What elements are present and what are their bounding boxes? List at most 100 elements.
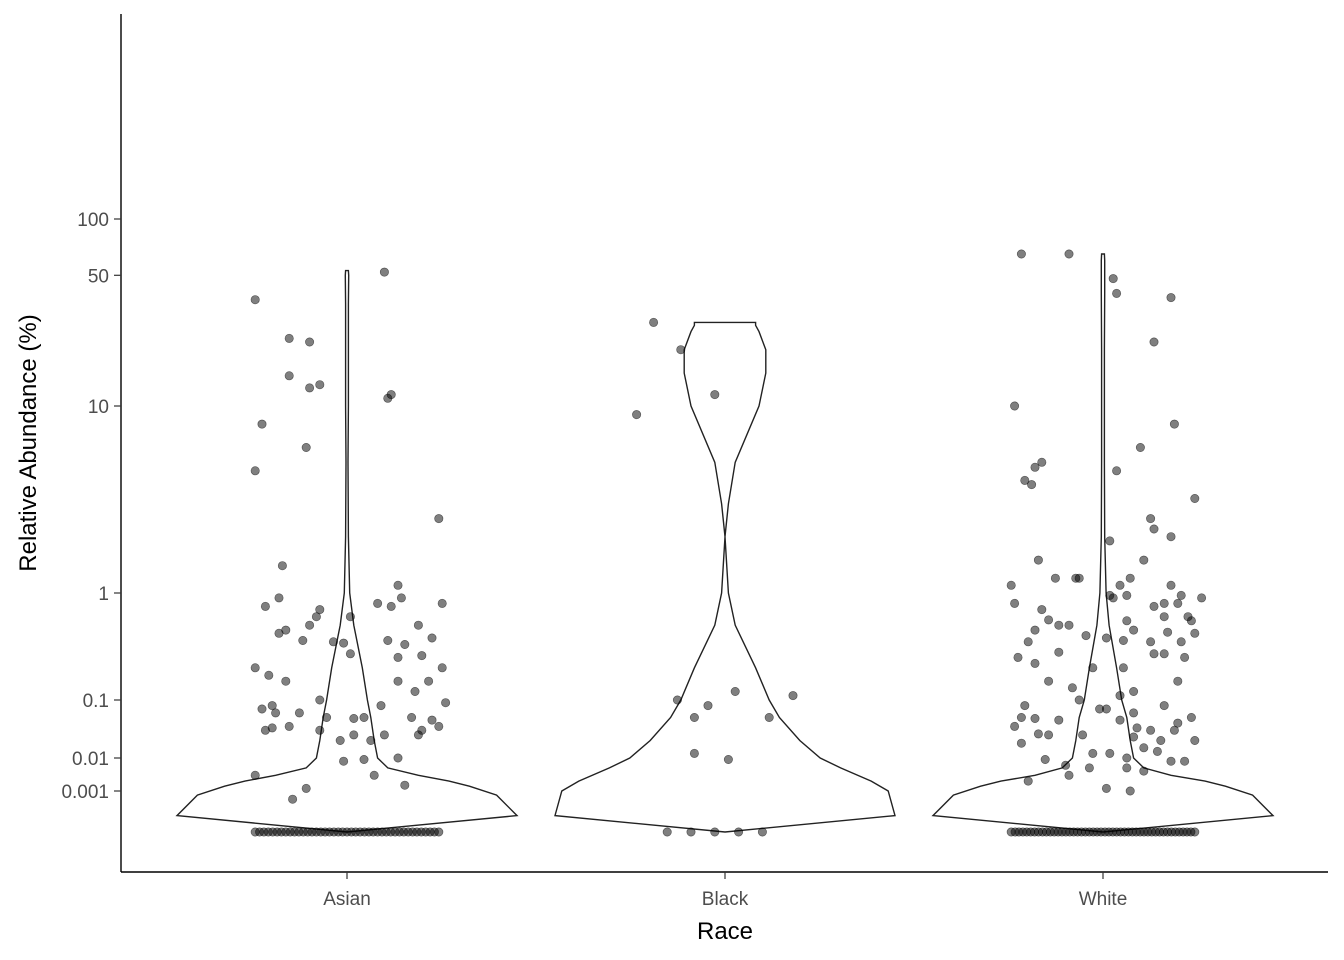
data-point <box>383 393 393 403</box>
data-point <box>1139 743 1149 753</box>
data-point <box>339 756 349 766</box>
data-point <box>250 466 260 476</box>
data-point <box>376 701 386 711</box>
data-point <box>349 713 359 723</box>
data-point <box>1159 598 1169 608</box>
data-point <box>1020 701 1030 711</box>
data-point <box>1064 620 1074 630</box>
data-point <box>315 725 325 735</box>
data-point <box>1084 763 1094 773</box>
data-point <box>1146 725 1156 735</box>
data-point <box>1129 625 1139 635</box>
data-point <box>427 715 437 725</box>
data-point <box>764 712 774 722</box>
data-point <box>1190 493 1200 503</box>
data-point <box>1078 730 1088 740</box>
data-point <box>1180 652 1190 662</box>
data-point <box>1190 735 1200 745</box>
data-point <box>1016 738 1026 748</box>
data-point <box>345 649 355 659</box>
data-point <box>689 712 699 722</box>
data-point <box>632 410 642 420</box>
y-tick-label: 0.01 <box>72 749 109 770</box>
data-point <box>1115 691 1125 701</box>
data-point <box>257 419 267 429</box>
data-point <box>284 721 294 731</box>
data-point <box>1166 532 1176 542</box>
data-point <box>1044 615 1054 625</box>
y-tick-label: 50 <box>88 266 109 287</box>
y-tick-label: 10 <box>88 397 109 418</box>
data-point <box>1146 637 1156 647</box>
x-ticks: Asian Black White <box>323 872 1127 910</box>
y-tick-label: 0.001 <box>61 782 109 803</box>
data-point <box>1149 524 1159 534</box>
data-point <box>1125 573 1135 583</box>
data-point-zero <box>1190 827 1200 837</box>
data-point <box>1163 627 1173 637</box>
data-point <box>1054 620 1064 630</box>
data-point <box>1037 605 1047 615</box>
data-point <box>311 612 321 622</box>
data-point <box>305 620 315 630</box>
data-point <box>315 695 325 705</box>
data-point <box>1033 729 1043 739</box>
data-point <box>1129 708 1139 718</box>
data-point <box>1074 695 1084 705</box>
data-point <box>379 267 389 277</box>
data-point <box>1112 466 1122 476</box>
data-point <box>1037 457 1047 467</box>
data-point <box>1166 580 1176 590</box>
data-point <box>1149 337 1159 347</box>
data-point <box>1088 663 1098 673</box>
data-point <box>1118 663 1128 673</box>
data-point <box>250 295 260 305</box>
data-point <box>1033 555 1043 565</box>
data-point-zero <box>686 827 696 837</box>
data-point <box>1176 590 1186 600</box>
data-point <box>267 701 277 711</box>
data-point <box>730 686 740 696</box>
data-point <box>1186 616 1196 626</box>
data-point-zero <box>757 827 767 837</box>
data-point <box>1067 683 1077 693</box>
data-point <box>434 721 444 731</box>
data-point <box>298 635 308 645</box>
data-point <box>277 561 287 571</box>
data-point <box>369 770 379 780</box>
data-point <box>1054 715 1064 725</box>
data-point <box>1166 756 1176 766</box>
data-point <box>437 663 447 673</box>
data-point <box>396 593 406 603</box>
data-point <box>1122 753 1132 763</box>
data-point <box>1169 419 1179 429</box>
data-point <box>437 598 447 608</box>
data-point <box>1169 725 1179 735</box>
data-point <box>1030 713 1040 723</box>
data-point <box>294 708 304 718</box>
data-point-zero <box>710 827 720 837</box>
data-point <box>1054 647 1064 657</box>
data-point <box>1010 598 1020 608</box>
data-point <box>281 676 291 686</box>
data-point <box>1108 274 1118 284</box>
data-point <box>710 390 720 400</box>
data-point <box>1159 701 1169 711</box>
data-point <box>427 633 437 643</box>
data-point <box>284 333 294 343</box>
data-point <box>1105 748 1115 758</box>
data-point <box>1173 676 1183 686</box>
data-point <box>305 383 315 393</box>
data-point <box>1132 723 1142 733</box>
data-point <box>250 663 260 673</box>
data-point <box>1027 480 1037 490</box>
data-point <box>1173 598 1183 608</box>
data-point <box>1135 442 1145 452</box>
violin-asian <box>175 269 519 833</box>
data-point <box>1118 635 1128 645</box>
data-point <box>723 754 733 764</box>
data-point <box>1030 462 1040 472</box>
data-point <box>1030 658 1040 668</box>
data-point <box>400 780 410 790</box>
data-point <box>676 345 686 355</box>
